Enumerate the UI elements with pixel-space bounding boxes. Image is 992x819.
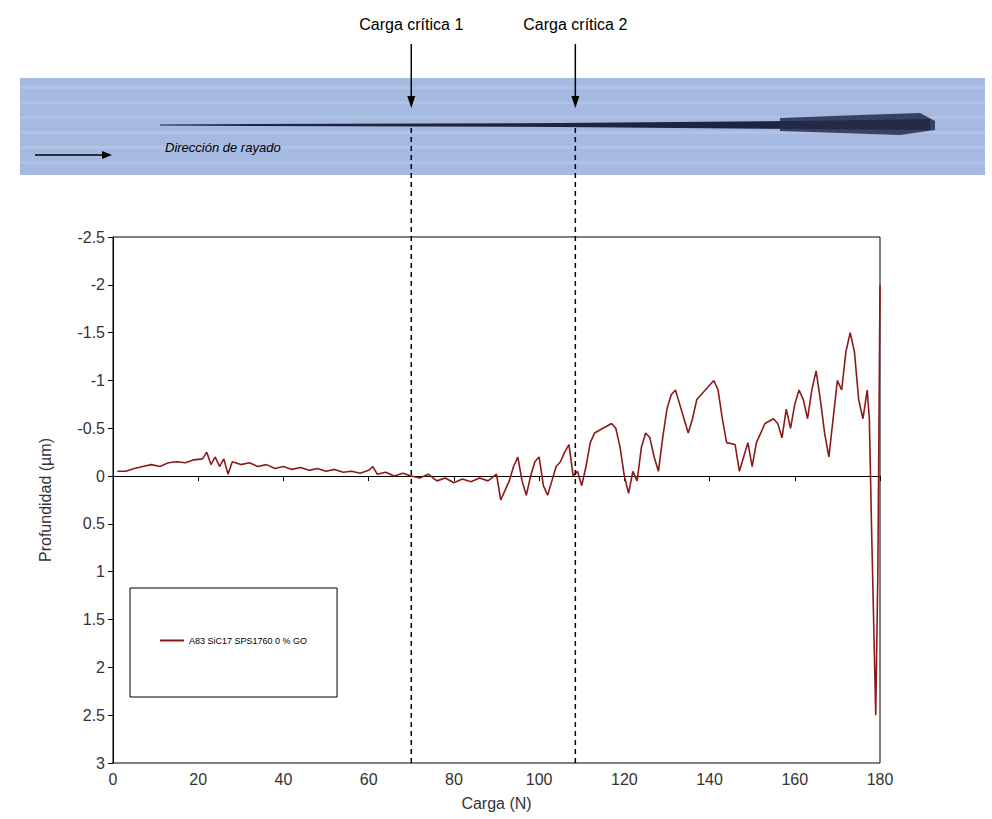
svg-text:80: 80 bbox=[445, 771, 463, 788]
svg-text:2.5: 2.5 bbox=[83, 707, 105, 724]
svg-text:20: 20 bbox=[189, 771, 207, 788]
svg-text:1: 1 bbox=[96, 563, 105, 580]
svg-text:Profundidad (µm): Profundidad (µm) bbox=[37, 438, 54, 562]
svg-text:2: 2 bbox=[96, 659, 105, 676]
svg-text:120: 120 bbox=[611, 771, 638, 788]
svg-text:0: 0 bbox=[109, 771, 118, 788]
svg-text:-2.5: -2.5 bbox=[77, 229, 105, 246]
svg-text:3: 3 bbox=[96, 755, 105, 772]
svg-text:-0.5: -0.5 bbox=[77, 420, 105, 437]
svg-text:-1: -1 bbox=[91, 372, 105, 389]
svg-text:40: 40 bbox=[275, 771, 293, 788]
svg-text:0: 0 bbox=[96, 468, 105, 485]
svg-text:A83 SiC17 SPS1760 0 % GO: A83 SiC17 SPS1760 0 % GO bbox=[189, 636, 307, 646]
svg-text:Carga (N): Carga (N) bbox=[461, 795, 531, 812]
svg-text:140: 140 bbox=[696, 771, 723, 788]
svg-text:1.5: 1.5 bbox=[83, 611, 105, 628]
svg-text:100: 100 bbox=[526, 771, 553, 788]
svg-text:180: 180 bbox=[867, 771, 894, 788]
svg-text:-1.5: -1.5 bbox=[77, 324, 105, 341]
svg-text:Dirección de rayado: Dirección de rayado bbox=[165, 140, 281, 155]
svg-text:Carga crítica 2: Carga crítica 2 bbox=[523, 16, 627, 33]
svg-text:60: 60 bbox=[360, 771, 378, 788]
svg-text:-2: -2 bbox=[91, 276, 105, 293]
svg-text:160: 160 bbox=[781, 771, 808, 788]
svg-text:Carga crítica 1: Carga crítica 1 bbox=[359, 16, 463, 33]
svg-text:0.5: 0.5 bbox=[83, 515, 105, 532]
